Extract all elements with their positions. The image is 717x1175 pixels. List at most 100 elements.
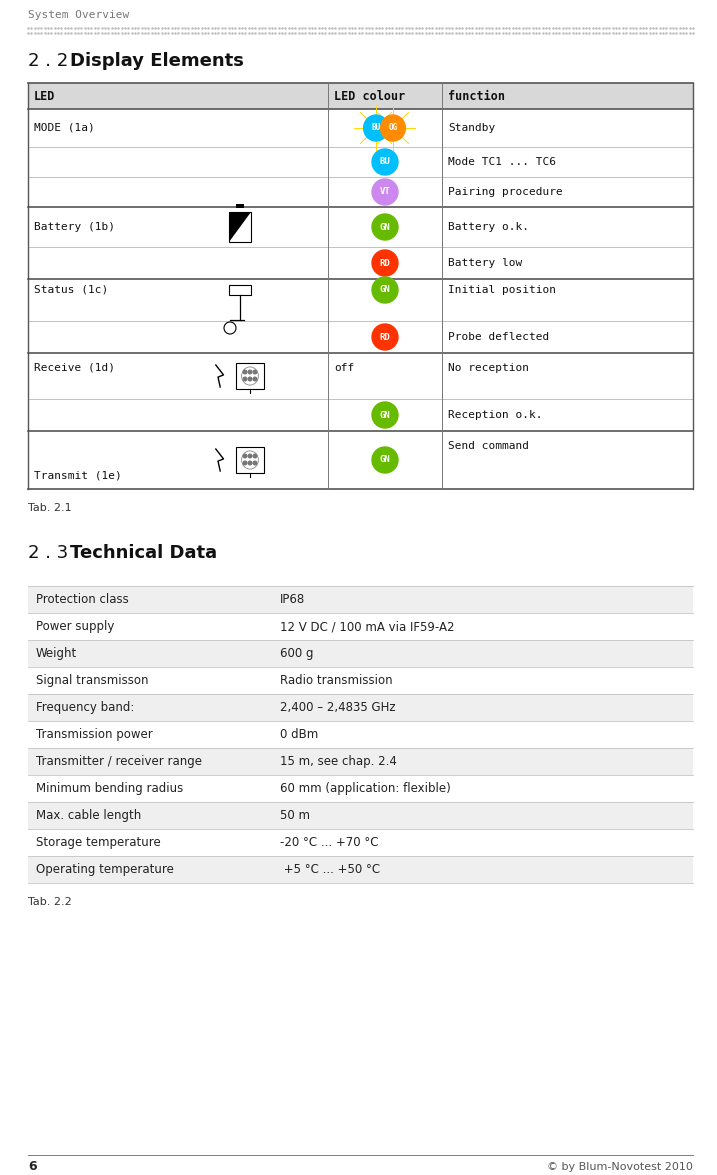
Text: Status (1c): Status (1c) xyxy=(34,286,108,295)
Text: GN: GN xyxy=(379,222,390,231)
Text: Minimum bending radius: Minimum bending radius xyxy=(36,783,184,795)
Text: 12 V DC / 100 mA via IF59-A2: 12 V DC / 100 mA via IF59-A2 xyxy=(280,620,455,633)
Text: Operating temperature: Operating temperature xyxy=(36,862,174,877)
Text: LED: LED xyxy=(34,89,55,102)
Text: Tab. 2.2: Tab. 2.2 xyxy=(28,897,72,907)
Text: Probe deflected: Probe deflected xyxy=(448,333,549,342)
Circle shape xyxy=(372,214,398,240)
Text: BU: BU xyxy=(371,123,381,133)
Text: Storage temperature: Storage temperature xyxy=(36,835,161,850)
Text: Transmit (1e): Transmit (1e) xyxy=(34,470,122,481)
Text: +5 °C ... +50 °C: +5 °C ... +50 °C xyxy=(280,862,380,877)
Bar xyxy=(28,748,693,776)
Text: GN: GN xyxy=(379,286,390,295)
Text: Power supply: Power supply xyxy=(36,620,115,633)
Circle shape xyxy=(372,179,398,204)
Text: 600 g: 600 g xyxy=(280,647,313,660)
Text: System Overview: System Overview xyxy=(28,11,129,20)
Text: 2,400 – 2,4835 GHz: 2,400 – 2,4835 GHz xyxy=(280,701,396,714)
Text: Weight: Weight xyxy=(36,647,77,660)
Text: Transmitter / receiver range: Transmitter / receiver range xyxy=(36,756,202,768)
Circle shape xyxy=(248,455,252,458)
Bar xyxy=(28,803,693,830)
Text: Battery (1b): Battery (1b) xyxy=(34,222,115,231)
Circle shape xyxy=(253,455,257,458)
Text: 50 m: 50 m xyxy=(280,810,310,822)
Text: Battery o.k.: Battery o.k. xyxy=(448,222,529,231)
Text: function: function xyxy=(448,89,505,102)
Text: Technical Data: Technical Data xyxy=(70,544,217,562)
Text: Max. cable length: Max. cable length xyxy=(36,810,141,822)
Bar xyxy=(236,363,264,389)
Circle shape xyxy=(372,324,398,350)
Circle shape xyxy=(248,377,252,381)
Text: RD: RD xyxy=(379,258,390,268)
Text: BU: BU xyxy=(379,157,390,167)
Bar xyxy=(28,586,693,613)
Text: off: off xyxy=(334,363,354,372)
Text: LED colour: LED colour xyxy=(334,89,405,102)
Circle shape xyxy=(243,462,247,465)
Bar xyxy=(229,286,251,295)
Circle shape xyxy=(372,446,398,474)
Text: -20 °C ... +70 °C: -20 °C ... +70 °C xyxy=(280,835,379,850)
Circle shape xyxy=(243,377,247,381)
Text: GN: GN xyxy=(379,410,390,419)
Circle shape xyxy=(372,250,398,276)
Text: © by Blum-Novotest 2010: © by Blum-Novotest 2010 xyxy=(547,1162,693,1171)
Circle shape xyxy=(248,462,252,465)
Circle shape xyxy=(253,370,257,374)
Text: Radio transmission: Radio transmission xyxy=(280,674,393,687)
Text: Receive (1d): Receive (1d) xyxy=(34,363,115,372)
Text: Reception o.k.: Reception o.k. xyxy=(448,410,543,419)
Bar xyxy=(28,613,693,640)
Text: OG: OG xyxy=(389,123,398,133)
Text: Pairing procedure: Pairing procedure xyxy=(448,187,563,197)
Text: Mode TC1 ... TC6: Mode TC1 ... TC6 xyxy=(448,157,556,167)
Bar xyxy=(28,776,693,803)
Text: Tab. 2.1: Tab. 2.1 xyxy=(28,503,72,513)
Bar xyxy=(28,640,693,667)
Text: 2 . 3: 2 . 3 xyxy=(28,544,74,562)
Text: Transmission power: Transmission power xyxy=(36,728,153,741)
Text: 60 mm (application: flexible): 60 mm (application: flexible) xyxy=(280,783,451,795)
Text: 15 m, see chap. 2.4: 15 m, see chap. 2.4 xyxy=(280,756,397,768)
Circle shape xyxy=(372,149,398,175)
Text: Standby: Standby xyxy=(448,123,495,133)
Ellipse shape xyxy=(381,115,405,141)
Bar xyxy=(28,721,693,748)
Bar xyxy=(236,204,244,208)
Bar xyxy=(28,694,693,721)
Text: IP68: IP68 xyxy=(280,593,305,606)
Bar xyxy=(229,212,251,242)
Ellipse shape xyxy=(364,115,389,141)
Circle shape xyxy=(224,322,236,334)
Text: 0 dBm: 0 dBm xyxy=(280,728,318,741)
Circle shape xyxy=(248,370,252,374)
Text: Battery low: Battery low xyxy=(448,258,522,268)
Circle shape xyxy=(372,402,398,428)
Text: Frequency band:: Frequency band: xyxy=(36,701,134,714)
Text: 6: 6 xyxy=(28,1161,37,1174)
Bar xyxy=(28,83,693,109)
Text: Display Elements: Display Elements xyxy=(70,52,244,70)
Circle shape xyxy=(243,455,247,458)
Text: Protection class: Protection class xyxy=(36,593,129,606)
Text: GN: GN xyxy=(379,456,390,464)
Text: Initial position: Initial position xyxy=(448,286,556,295)
Text: No reception: No reception xyxy=(448,363,529,372)
Text: RD: RD xyxy=(379,333,390,342)
Polygon shape xyxy=(229,212,251,242)
Circle shape xyxy=(253,462,257,465)
Text: Send command: Send command xyxy=(448,441,529,451)
Bar xyxy=(28,830,693,857)
Text: MODE (1a): MODE (1a) xyxy=(34,123,95,133)
Circle shape xyxy=(253,377,257,381)
Bar xyxy=(28,667,693,694)
Text: 2 . 2: 2 . 2 xyxy=(28,52,74,70)
Text: VT: VT xyxy=(379,188,390,196)
Circle shape xyxy=(372,277,398,303)
Bar xyxy=(28,857,693,882)
Circle shape xyxy=(243,370,247,374)
Text: Signal transmisson: Signal transmisson xyxy=(36,674,148,687)
